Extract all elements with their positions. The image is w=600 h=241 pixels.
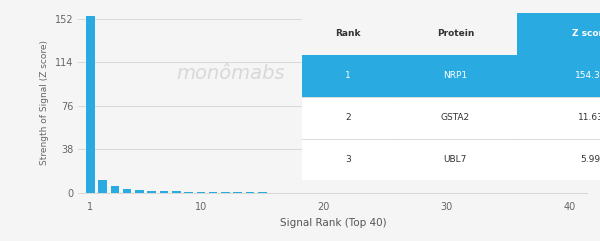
FancyBboxPatch shape (517, 55, 600, 97)
X-axis label: Signal Rank (Top 40): Signal Rank (Top 40) (280, 218, 386, 228)
Text: GSTA2: GSTA2 (441, 113, 470, 122)
Text: 1: 1 (346, 71, 351, 80)
Text: 5.99: 5.99 (580, 155, 600, 164)
Text: Z score: Z score (572, 29, 600, 38)
Text: Rank: Rank (335, 29, 361, 38)
Bar (110, 186, 119, 193)
FancyBboxPatch shape (302, 97, 394, 139)
Bar (209, 192, 217, 193)
Text: UBL7: UBL7 (444, 155, 467, 164)
Bar (86, 16, 95, 193)
Bar (233, 192, 242, 193)
FancyBboxPatch shape (302, 139, 394, 181)
FancyBboxPatch shape (517, 97, 600, 139)
Text: 2: 2 (346, 113, 351, 122)
Bar (160, 191, 169, 193)
Text: 154.31: 154.31 (575, 71, 600, 80)
FancyBboxPatch shape (394, 13, 517, 55)
FancyBboxPatch shape (394, 97, 517, 139)
FancyBboxPatch shape (394, 139, 517, 181)
FancyBboxPatch shape (302, 13, 394, 55)
Bar (221, 192, 230, 193)
Bar (148, 190, 156, 193)
Bar (197, 192, 205, 193)
FancyBboxPatch shape (517, 139, 600, 181)
Text: 3: 3 (346, 155, 351, 164)
Bar (123, 189, 131, 193)
FancyBboxPatch shape (302, 55, 394, 97)
Bar (172, 191, 181, 193)
Bar (135, 190, 144, 193)
FancyBboxPatch shape (517, 13, 600, 55)
Text: Protein: Protein (437, 29, 474, 38)
Text: NRP1: NRP1 (443, 71, 467, 80)
Bar (184, 192, 193, 193)
Bar (98, 180, 107, 193)
Y-axis label: Strength of Signal (Z score): Strength of Signal (Z score) (40, 40, 49, 165)
Bar (246, 192, 254, 193)
FancyBboxPatch shape (394, 55, 517, 97)
Text: 11.63: 11.63 (578, 113, 600, 122)
Text: monômabs: monômabs (176, 64, 286, 83)
